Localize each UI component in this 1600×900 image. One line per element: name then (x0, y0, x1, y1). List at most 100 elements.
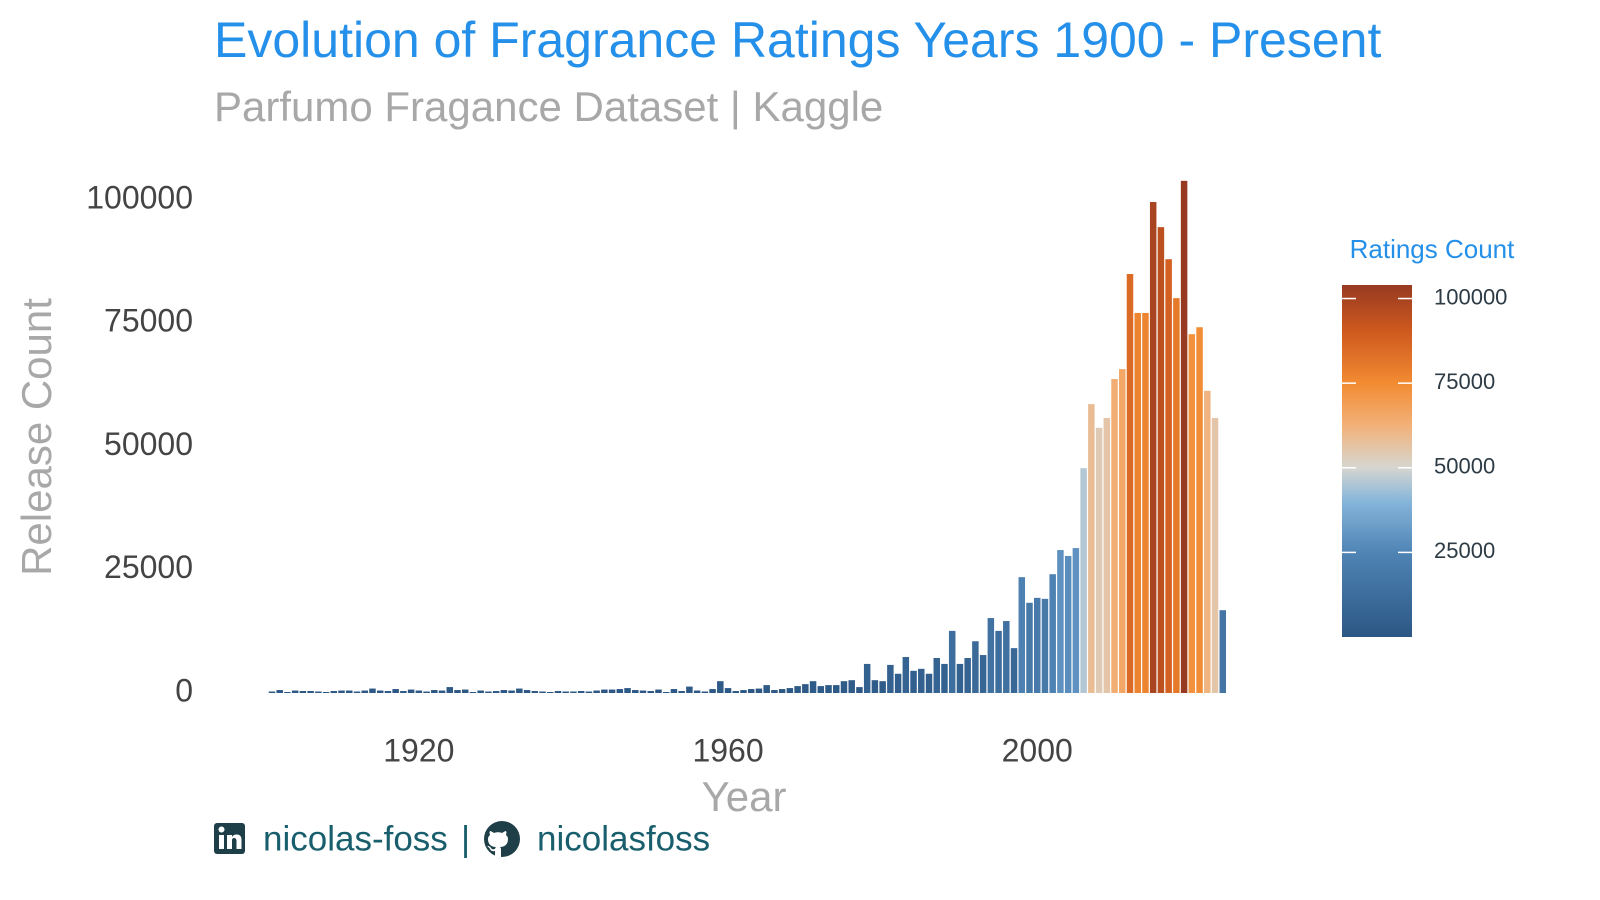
y-tick-label: 100000 (86, 180, 193, 216)
bar (315, 691, 322, 693)
bar (539, 691, 546, 693)
bar (786, 688, 794, 693)
bar (778, 689, 786, 693)
bar (848, 680, 855, 693)
bar (972, 641, 979, 693)
bar (902, 657, 910, 693)
bar (353, 691, 361, 693)
legend-title: Ratings Count (1350, 234, 1516, 264)
legend-tick-label: 100000 (1434, 284, 1507, 309)
x-tick-label: 1920 (383, 732, 454, 768)
y-tick-label: 50000 (104, 426, 193, 462)
bar (624, 688, 631, 693)
bar (1204, 390, 1211, 693)
bar (1072, 548, 1080, 693)
bar (1196, 327, 1203, 693)
bar (747, 689, 755, 693)
bar (1010, 648, 1018, 693)
bar (531, 691, 539, 693)
bar (948, 630, 956, 693)
bar (415, 690, 423, 693)
bar (979, 655, 987, 693)
bar (338, 690, 345, 693)
bar (1026, 602, 1033, 693)
bar (608, 689, 616, 693)
bar (446, 687, 454, 693)
bar (477, 690, 484, 693)
bar (392, 689, 399, 693)
bar (709, 689, 716, 693)
bar (956, 663, 964, 693)
bar (1134, 312, 1141, 693)
y-tick-label: 0 (175, 672, 193, 708)
bar (508, 690, 515, 693)
bar (1165, 259, 1172, 693)
bar (1003, 621, 1010, 693)
bar (678, 691, 685, 693)
bar (809, 681, 817, 693)
bar (423, 691, 430, 693)
chart-subtitle: Parfumo Fragance Dataset | Kaggle (214, 83, 883, 130)
bar (585, 691, 593, 693)
bar (1126, 273, 1134, 693)
bar (964, 658, 971, 693)
bar (1033, 597, 1041, 693)
bar (492, 691, 500, 693)
bar (1119, 369, 1126, 693)
bar (562, 691, 569, 693)
y-tick-label: 75000 (104, 303, 193, 339)
bar (1080, 468, 1087, 693)
bar (871, 680, 879, 693)
bar (516, 688, 523, 693)
bar (438, 690, 446, 693)
bar (925, 673, 933, 693)
bar (1088, 404, 1095, 693)
bar (755, 688, 763, 693)
bar (1142, 312, 1149, 693)
bar (554, 691, 562, 693)
linkedin-icon (214, 823, 245, 854)
bar (655, 689, 662, 693)
bar (577, 691, 585, 693)
bar (1095, 427, 1103, 693)
bar (693, 690, 701, 693)
bar (461, 689, 469, 693)
bar (802, 684, 809, 693)
bar (431, 690, 438, 693)
bar (933, 658, 940, 693)
bar (670, 689, 678, 693)
bar (454, 690, 461, 693)
bar (616, 689, 624, 693)
bar (879, 681, 886, 693)
bar (1064, 555, 1072, 693)
bar (601, 689, 608, 693)
y-axis-title: Release Count (13, 298, 60, 576)
bar (632, 690, 639, 693)
x-axis-title: Year (702, 773, 787, 820)
bar (987, 618, 995, 693)
bar (863, 663, 871, 693)
bar (910, 670, 917, 693)
bar (322, 692, 330, 693)
bar (724, 688, 732, 693)
footer-separator: | (461, 819, 470, 858)
x-tick-label: 1960 (692, 732, 763, 768)
x-tick-label: 2000 (1002, 732, 1073, 768)
footer-linkedin: nicolas-foss (263, 819, 448, 858)
bar (1057, 550, 1064, 693)
bar (887, 664, 894, 693)
bar (840, 681, 848, 693)
bar (330, 691, 338, 693)
bar (1149, 202, 1157, 694)
bar (400, 691, 407, 693)
bar (361, 690, 368, 693)
bar (1180, 180, 1188, 693)
bar (523, 690, 531, 693)
bar (732, 691, 740, 693)
bar (407, 689, 415, 693)
bar (647, 691, 654, 693)
bar (469, 692, 477, 693)
y-tick-label: 25000 (104, 549, 193, 585)
bar (686, 686, 693, 693)
